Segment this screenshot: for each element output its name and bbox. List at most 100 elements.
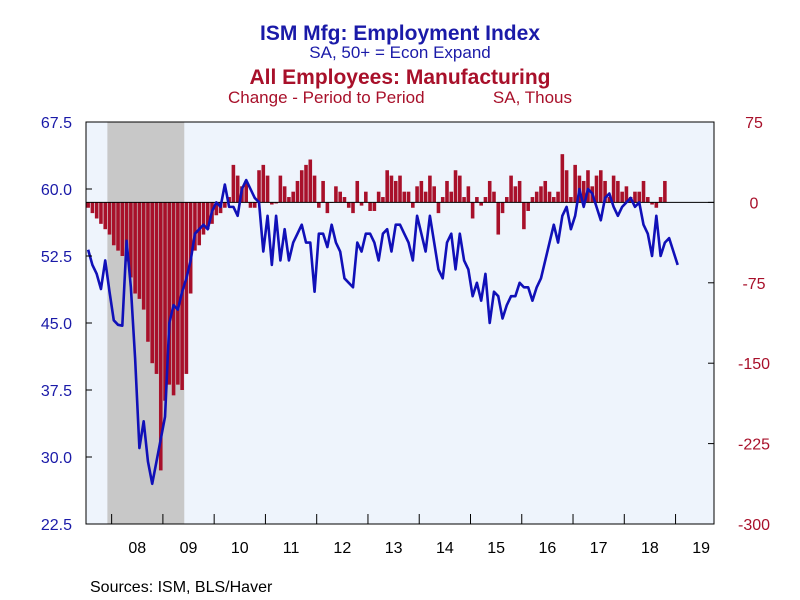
bar [244,180,248,203]
bar [573,164,577,203]
bar [445,180,449,203]
bar [569,197,573,203]
bar [543,180,548,203]
chart-title-primary: ISM Mfg: Employment Index [260,22,540,45]
bar [129,202,133,278]
bar [389,175,394,203]
bar [193,202,197,251]
bar [334,186,338,203]
bar [411,202,415,208]
bar [372,202,377,211]
bar [376,191,381,203]
bar [150,202,155,364]
x-tick-label: 18 [641,540,659,557]
left-tick-label: 30.0 [41,450,72,467]
bar [154,202,159,374]
bar [308,159,313,203]
right-tick-label: -300 [738,517,770,534]
left-tick-label: 60.0 [41,182,72,199]
chart-title-secondary: All Employees: Manufacturing [249,66,550,89]
bar [257,170,261,203]
right-tick-label: -75 [742,276,765,293]
chart-subtitle-primary: SA, 50+ = Econ Expand [309,43,490,62]
bar [560,154,565,203]
bar [581,180,586,203]
right-tick-label: 0 [750,195,759,212]
right-axis: 75 0 -75 -150 -225 -300 [708,115,770,534]
bar [650,202,654,205]
bar [598,170,603,203]
bar [436,202,441,214]
bar [338,191,342,203]
bar [509,175,513,203]
bar [176,202,180,385]
x-axis: 08 09 10 11 12 13 14 15 16 17 18 19 [111,514,710,557]
bar [462,197,466,203]
bar [594,175,599,203]
bar [351,202,355,214]
bar [552,197,556,203]
x-tick-label: 13 [385,540,403,557]
bar [470,202,475,219]
ism-employment-line [86,178,679,486]
bar [492,191,496,203]
bar [449,191,454,203]
bar [346,202,351,208]
bar [483,197,488,203]
bar [188,202,193,294]
bar [534,191,539,203]
bar [500,202,505,214]
x-tick-label: 16 [538,540,556,557]
bar [90,202,95,214]
bar [120,202,125,256]
bar [539,186,543,203]
bar [141,202,146,310]
bar [278,175,283,203]
bar [103,202,108,230]
bar [282,186,287,203]
bar [214,202,219,216]
bar [321,180,325,203]
left-tick-label: 67.5 [41,115,72,132]
bar [171,202,176,396]
bar [381,197,385,203]
right-tick-label: -150 [738,356,770,373]
chart-subtitle-secondary-left: Change - Period to Period [228,88,425,107]
bar [205,202,210,230]
bar [415,186,419,203]
bar [133,202,137,294]
bar [227,197,231,203]
bar [137,202,142,299]
bar [94,202,99,219]
bar [99,202,103,224]
bar [274,202,278,204]
bar [398,175,402,203]
bar [517,180,522,203]
bar [235,175,240,203]
bar [317,202,321,208]
bar [167,202,172,385]
left-tick-label: 37.5 [41,383,72,400]
bar [522,202,526,230]
bar [158,202,163,471]
bar [116,202,120,251]
x-tick-label: 19 [692,540,710,557]
bar [295,180,300,203]
left-tick-label: 52.5 [41,249,72,266]
bar [163,202,167,401]
bar [556,191,560,203]
bar [607,197,612,203]
bar [393,180,398,203]
bar [359,202,364,206]
x-tick-label: 15 [487,540,505,557]
bar [453,170,458,203]
bar [261,164,266,203]
right-tick-label: 75 [745,115,763,132]
bar [547,191,552,203]
bar [526,202,530,211]
bar [252,202,257,208]
bar [184,202,189,374]
bar [633,191,637,203]
left-tick-label: 45.0 [41,316,72,333]
bar [505,197,509,203]
